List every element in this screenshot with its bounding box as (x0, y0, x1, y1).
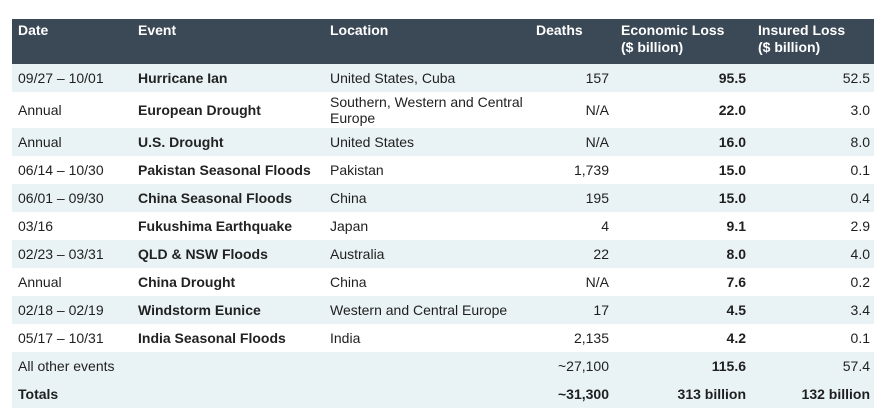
cell-date: 02/18 – 02/19 (18, 302, 104, 318)
cell-insured-loss: 3.0 (850, 102, 870, 118)
cell-location: Australia (330, 246, 385, 262)
header-insured-loss-label: Insured Loss (758, 22, 846, 38)
cell-location: Japan (330, 218, 369, 234)
cell-insured-loss: 0.1 (850, 330, 870, 346)
cell-location: Pakistan (330, 162, 384, 178)
table-row: 06/01 – 09/30 China Seasonal Floods Chin… (12, 184, 874, 212)
totals-economic-loss: 313 billion (615, 380, 752, 408)
cell-location: Western and Central Europe (330, 302, 508, 318)
cell-deaths: 157 (585, 70, 609, 86)
cell-date: Annual (18, 134, 62, 150)
cell-location: India (330, 330, 361, 346)
cell-economic-loss: 9.1 (726, 218, 746, 234)
cell-deaths: 4 (601, 218, 609, 234)
cell-event: Windstorm Eunice (138, 302, 261, 318)
cell-location: China (330, 190, 367, 206)
table-row: 05/17 – 10/31 India Seasonal Floods Indi… (12, 324, 874, 352)
cell-event: Pakistan Seasonal Floods (138, 162, 311, 178)
table-row: Annual U.S. Drought United States N/A 16… (12, 128, 874, 156)
other-events-insured-loss: 57.4 (842, 358, 870, 374)
cell-deaths: 1,739 (573, 162, 609, 178)
cell-deaths: 17 (593, 302, 609, 318)
cell-economic-loss: 16.0 (718, 134, 746, 150)
totals-insured-loss: 132 billion (752, 380, 874, 408)
cell-economic-loss: 15.0 (718, 162, 746, 178)
cell-location: China (330, 274, 367, 290)
cell-date: 03/16 (18, 218, 54, 234)
cell-date: Annual (18, 102, 62, 118)
cell-economic-loss: 4.2 (726, 330, 746, 346)
header-economic-loss-label: Economic Loss (621, 22, 725, 38)
table-row: Annual European Drought Southern, Wester… (12, 92, 874, 128)
other-events-label: All other events (18, 358, 115, 374)
totals-deaths: ~31,300 (530, 380, 615, 408)
table-row: Annual China Drought China N/A 7.6 0.2 (12, 268, 874, 296)
cell-deaths: N/A (585, 102, 609, 118)
table-row: 03/16 Fukushima Earthquake Japan 4 9.1 2… (12, 212, 874, 240)
loss-table-container: Date Event Location Deaths Economic Loss… (12, 19, 874, 408)
cell-insured-loss: 3.4 (850, 302, 870, 318)
table-header-row: Date Event Location Deaths Economic Loss… (12, 19, 874, 64)
cell-event: U.S. Drought (138, 134, 224, 150)
cell-event: China Seasonal Floods (138, 190, 293, 206)
other-events-deaths: ~27,100 (558, 358, 609, 374)
cell-economic-loss: 22.0 (718, 102, 746, 118)
cell-date: Annual (18, 274, 62, 290)
table-row: 02/23 – 03/31 QLD & NSW Floods Australia… (12, 240, 874, 268)
header-insured-loss: Insured Loss ($ billion) (752, 19, 874, 64)
cell-deaths: N/A (585, 134, 609, 150)
cell-economic-loss: 95.5 (718, 70, 746, 86)
cell-insured-loss: 0.1 (850, 162, 870, 178)
cell-event: QLD & NSW Floods (138, 246, 268, 262)
table-row: 06/14 – 10/30 Pakistan Seasonal Floods P… (12, 156, 874, 184)
cell-insured-loss: 0.4 (850, 190, 870, 206)
totals-row: Totals ~31,300 313 billion 132 billion (12, 380, 874, 408)
catastrophe-loss-table: Date Event Location Deaths Economic Loss… (12, 19, 874, 408)
header-insured-loss-unit: ($ billion) (758, 39, 821, 55)
cell-event: China Drought (138, 274, 236, 290)
table-row: 09/27 – 10/01 Hurricane Ian United State… (12, 64, 874, 92)
cell-location: United States, Cuba (330, 70, 456, 86)
header-deaths: Deaths (536, 22, 583, 38)
cell-insured-loss: 0.2 (850, 274, 870, 290)
table-row: 02/18 – 02/19 Windstorm Eunice Western a… (12, 296, 874, 324)
cell-deaths: 2,135 (573, 330, 609, 346)
header-economic-loss-unit: ($ billion) (621, 39, 684, 55)
cell-insured-loss: 8.0 (850, 134, 870, 150)
cell-event: Hurricane Ian (138, 70, 228, 86)
cell-economic-loss: 15.0 (718, 190, 746, 206)
header-date: Date (18, 22, 49, 38)
cell-date: 09/27 – 10/01 (18, 70, 104, 86)
other-events-economic-loss: 115.6 (711, 358, 746, 374)
cell-insured-loss: 2.9 (850, 218, 870, 234)
cell-economic-loss: 7.6 (726, 274, 746, 290)
cell-date: 02/23 – 03/31 (18, 246, 104, 262)
cell-location: Southern, Western and Central Europe (330, 94, 523, 126)
cell-deaths: N/A (585, 274, 609, 290)
cell-economic-loss: 4.5 (726, 302, 746, 318)
totals-label: Totals (12, 380, 530, 408)
cell-date: 06/01 – 09/30 (18, 190, 104, 206)
cell-location: United States (330, 134, 415, 150)
other-events-row: All other events ~27,100 115.6 57.4 (12, 352, 874, 380)
cell-deaths: 22 (593, 246, 609, 262)
cell-insured-loss: 4.0 (850, 246, 870, 262)
cell-deaths: 195 (585, 190, 609, 206)
header-event: Event (138, 22, 177, 38)
header-economic-loss: Economic Loss ($ billion) (615, 19, 752, 64)
cell-event: India Seasonal Floods (138, 330, 286, 346)
cell-date: 05/17 – 10/31 (18, 330, 104, 346)
cell-insured-loss: 52.5 (842, 70, 870, 86)
cell-economic-loss: 8.0 (726, 246, 746, 262)
header-location: Location (330, 22, 389, 38)
cell-event: European Drought (138, 102, 261, 118)
cell-event: Fukushima Earthquake (138, 218, 293, 234)
cell-date: 06/14 – 10/30 (18, 162, 104, 178)
